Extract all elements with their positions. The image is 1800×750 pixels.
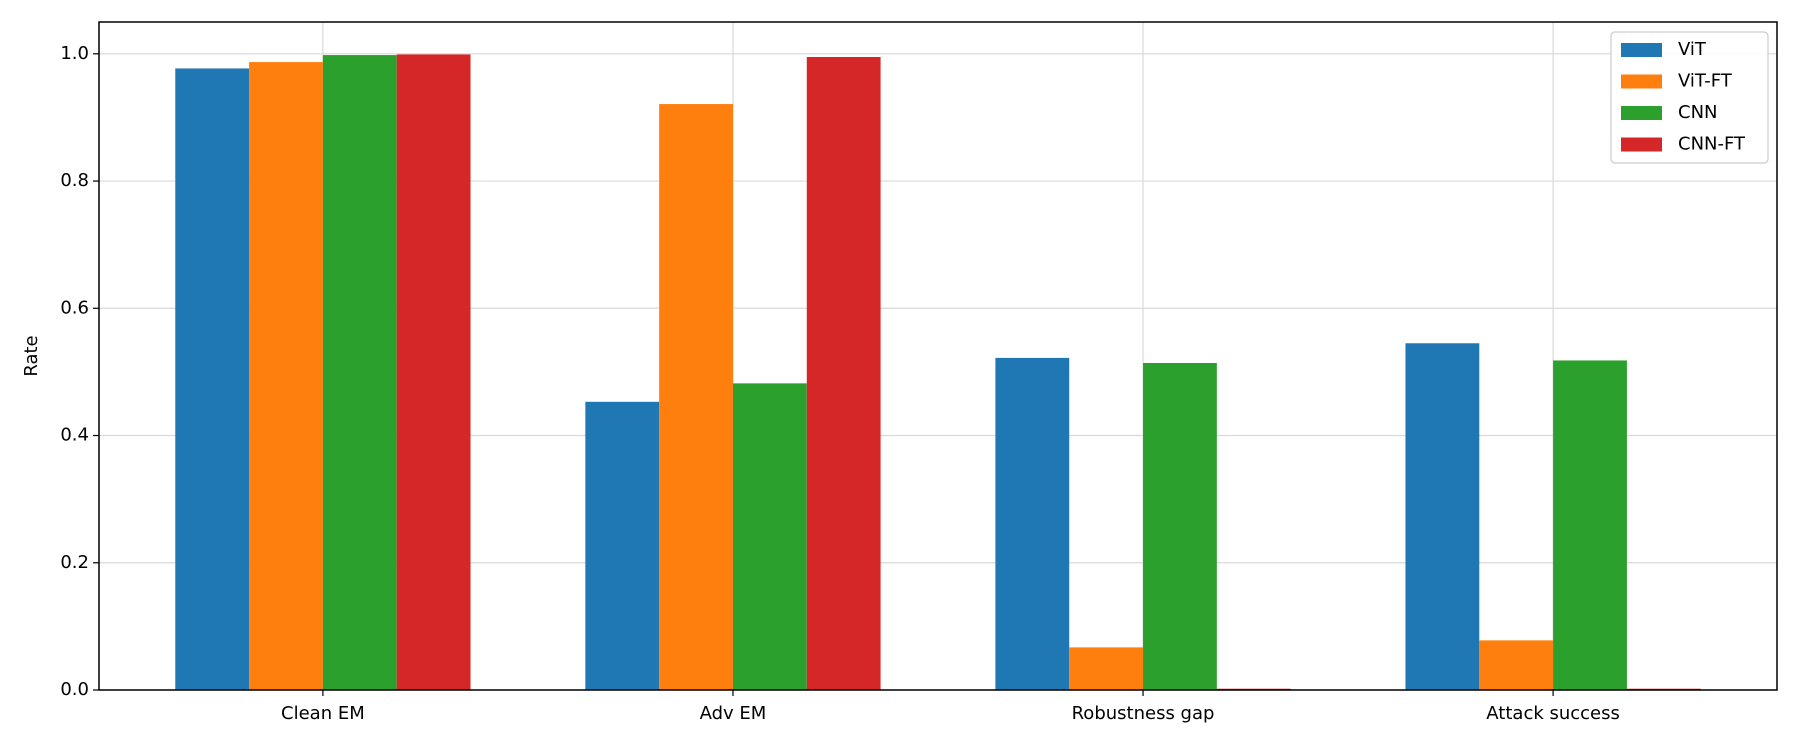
bar xyxy=(732,383,807,690)
legend-swatch xyxy=(1621,106,1662,120)
bar xyxy=(322,55,397,690)
plot-frame xyxy=(98,21,1778,691)
bar xyxy=(1479,640,1554,690)
legend-swatch xyxy=(1621,137,1662,152)
legend-label: ViT-FT xyxy=(1678,71,1733,92)
x-tick-label: Adv EM xyxy=(700,703,767,724)
bar xyxy=(396,54,471,690)
legend-swatch xyxy=(1621,43,1662,57)
bar xyxy=(249,62,323,690)
x-tick-label: Clean EM xyxy=(281,703,365,724)
y-tick-label: 0.8 xyxy=(60,170,89,191)
bar xyxy=(585,401,660,690)
y-tick-label: 1.0 xyxy=(60,43,89,64)
bar xyxy=(1143,362,1217,690)
legend-swatch xyxy=(1621,74,1662,89)
bar xyxy=(995,357,1070,690)
bar xyxy=(1553,360,1627,690)
y-tick-label: 0.4 xyxy=(60,425,89,446)
x-tick-label: Attack success xyxy=(1486,703,1620,724)
y-tick-label: 0.2 xyxy=(60,552,89,573)
legend-label: ViT xyxy=(1678,39,1707,60)
x-tick-label: Robustness gap xyxy=(1072,703,1215,724)
legend-label: CNN-FT xyxy=(1678,134,1746,155)
y-axis-label: Rate xyxy=(21,335,42,376)
bar xyxy=(1069,647,1144,690)
y-tick-label: 0.0 xyxy=(60,679,89,700)
y-tick-label: 0.6 xyxy=(60,297,89,318)
legend-label: CNN xyxy=(1678,102,1718,123)
bar xyxy=(175,68,250,691)
bar xyxy=(659,104,733,690)
legend-box xyxy=(1610,31,1769,164)
bar xyxy=(806,56,881,690)
bar xyxy=(1405,343,1480,690)
